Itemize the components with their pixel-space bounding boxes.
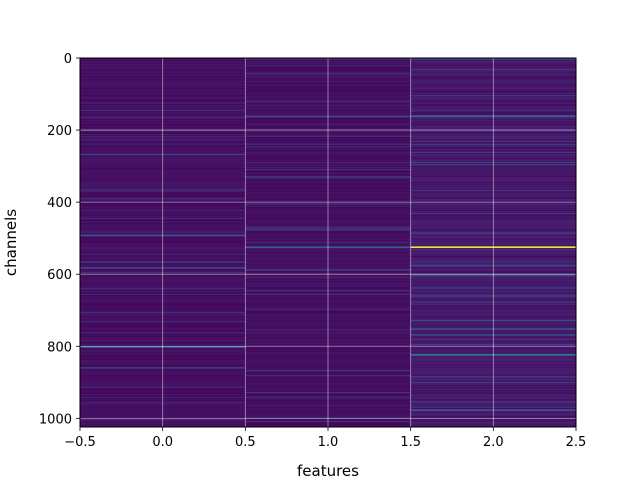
x-tick-label: 0.0: [152, 435, 173, 450]
y-tick-label: 0: [64, 52, 72, 67]
x-tick-label: 2.5: [566, 435, 587, 450]
x-tick-label: 0.5: [235, 435, 256, 450]
x-axis-ticks: −0.5 0.0 0.5 1.0 1.5 2.0 2.5: [64, 427, 586, 450]
x-tick-label: 1.5: [400, 435, 421, 450]
x-tick-label: 2.0: [483, 435, 504, 450]
y-tick-label: 600: [47, 268, 72, 283]
x-axis-label: features: [297, 462, 359, 480]
y-axis-ticks: 0 200 400 600 800 1000: [39, 52, 80, 427]
y-tick-label: 400: [47, 196, 72, 211]
x-tick-label: −0.5: [64, 435, 96, 450]
y-axis-label: channels: [2, 209, 20, 276]
x-tick-label: 1.0: [318, 435, 339, 450]
y-tick-label: 800: [47, 340, 72, 355]
y-tick-label: 200: [47, 124, 72, 139]
y-tick-label: 1000: [39, 412, 72, 427]
